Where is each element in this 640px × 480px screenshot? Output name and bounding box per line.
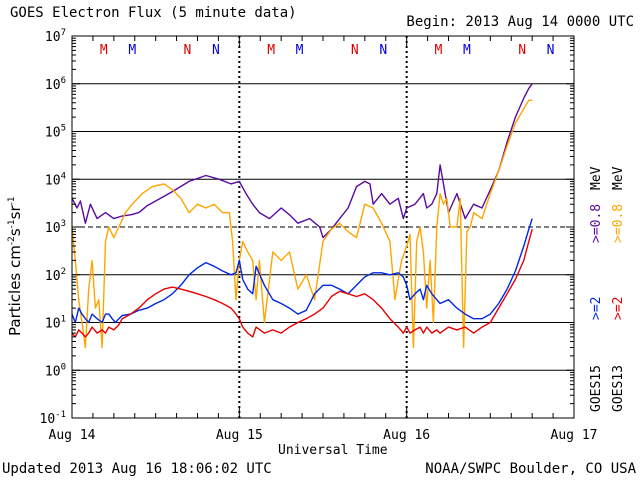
y-tick-label: 103 [45,219,66,236]
y-tick-label: 107 [45,28,66,45]
legend-goes15-gt2: >=2 [589,296,604,320]
marker-m: M [463,43,471,58]
marker-n: N [379,43,387,58]
marker-m: M [100,43,108,58]
y-tick-label: 100 [45,362,66,379]
marker-m: M [296,43,304,58]
marker-m: M [435,43,443,58]
updated-time: Updated 2013 Aug 16 18:06:02 UTC [2,461,272,477]
legend-goes15-gt08: >=0.8 [589,203,604,243]
marker-n: N [184,43,192,58]
marker-n: N [547,43,555,58]
legend-goes15-label: GOES15 [589,365,604,412]
y-tick-label: 102 [45,267,66,284]
y-axis-label: Particles cm-2s-1sr-1 [6,196,24,336]
y-tick-label: 105 [45,124,66,141]
y-tick-label: 101 [45,315,66,332]
x-axis-label: Universal Time [278,443,388,458]
begin-time: Begin: 2013 Aug 14 0000 UTC [406,14,634,30]
series-line-2 [71,218,533,324]
series-line-0 [71,83,533,239]
credit: NOAA/SWPC Boulder, CO USA [425,461,636,477]
legend-goes13-mev: MeV [611,166,626,190]
legend-goes15-mev: MeV [589,166,604,190]
legend-goes13-label: GOES13 [611,365,626,412]
marker-n: N [212,43,220,58]
marker-m: M [128,43,136,58]
legend-goes13-gt2: >=2 [611,296,626,320]
marker-n: N [518,43,526,58]
y-tick-label: 106 [45,76,66,93]
marker-m: M [267,43,275,58]
marker-n: N [351,43,359,58]
series-line-3 [71,229,533,338]
x-tick-label: Aug 15 [216,428,263,443]
y-tick-label: 104 [45,171,66,188]
chart-title: GOES Electron Flux (5 minute data) [10,5,297,21]
x-tick-label: Aug 16 [383,428,430,443]
y-tick-label: 10-1 [40,410,67,427]
legend-goes13-gt08: >=0.8 [611,203,626,243]
series-line-1 [71,99,533,349]
x-tick-label: Aug 14 [49,428,96,443]
x-tick-label: Aug 17 [551,428,598,443]
